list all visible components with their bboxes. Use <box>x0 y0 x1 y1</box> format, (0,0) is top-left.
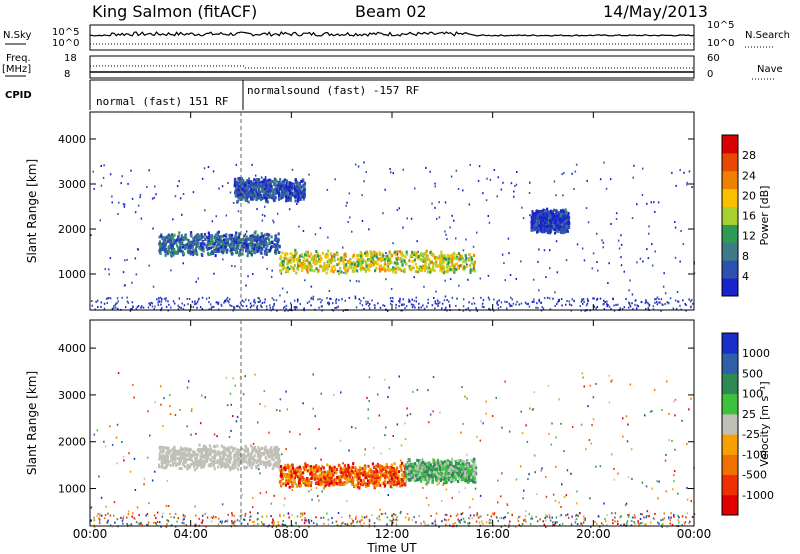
nsky-series <box>89 30 695 37</box>
freq-strip <box>5 55 775 80</box>
y-tick-label: 2000 <box>58 223 86 236</box>
colorbar-swatch <box>722 278 738 297</box>
colorbar-tick-label: 1000 <box>742 347 770 360</box>
freq-left-tick-bottom: 8 <box>64 69 71 80</box>
echo-region <box>278 461 407 490</box>
echo-region <box>158 230 281 258</box>
cpid-strip <box>89 79 694 110</box>
colorbar-tick-label: 8 <box>742 250 749 263</box>
noise-right-tick-top: 10^5 <box>707 20 735 31</box>
noise-left-tick-top: 10^5 <box>52 27 80 38</box>
echo-region <box>530 207 571 235</box>
colorbar-swatch <box>722 454 738 476</box>
x-tick-label: 00:00 <box>677 527 712 541</box>
colorbar-frame <box>721 134 739 297</box>
echo-region <box>278 248 476 276</box>
colorbar-swatch <box>722 373 738 395</box>
echo-region <box>233 176 307 204</box>
velocity-colorbar: -1000 -500 -100 -25 25 100 500 1000 Velocity [m … <box>721 332 774 516</box>
plot-frame <box>89 319 695 527</box>
y-axis-label: Slant Range [km] <box>25 159 39 263</box>
colorbar-tick-label: -100 <box>742 448 767 461</box>
y-tick-label: 4000 <box>58 342 86 355</box>
colorbar-swatch <box>722 242 738 261</box>
y-tick-label: 3000 <box>58 178 86 191</box>
colorbar-tick-label: -25 <box>742 428 760 441</box>
colorbar-tick-label: 16 <box>742 210 756 223</box>
freq-label: Freq. <box>6 53 31 64</box>
x-tick-label: 16:00 <box>475 527 510 541</box>
colorbar-frame <box>721 332 739 516</box>
echo-region <box>158 443 281 472</box>
cpid-segment-2: normalsound (fast) -157 RF <box>247 84 420 97</box>
colorbar-swatch <box>722 413 738 435</box>
colorbar-swatch <box>722 135 738 154</box>
colorbar-tick-label: 20 <box>742 189 756 202</box>
colorbar-tick-label: 100 <box>742 388 763 401</box>
colorbar-label: Power [dB] <box>758 186 771 246</box>
x-tick-label: 04:00 <box>173 527 208 541</box>
power-colorbar: 4 8 12 16 20 24 28 Power [dB] <box>721 134 771 297</box>
power-panel: 1000 2000 3000 4000 Slant Range [km] <box>25 111 696 312</box>
plot-frame <box>89 111 695 311</box>
colorbar-swatch <box>722 434 738 455</box>
x-tick-label: 08:00 <box>274 527 309 541</box>
y-tick-label: 2000 <box>58 436 86 449</box>
station-title: King Salmon (fitACF) <box>92 2 258 21</box>
colorbar-swatch <box>722 474 738 496</box>
x-tick-label: 20:00 <box>576 527 611 541</box>
colorbar-swatch <box>722 393 738 415</box>
x-tick-label: 00:00 <box>73 527 108 541</box>
noise-strip <box>5 24 775 51</box>
freq-left-tick-top: 18 <box>64 53 77 64</box>
colorbar-tick-label: 28 <box>742 149 756 162</box>
freq-right-tick-bottom: 0 <box>707 69 714 80</box>
colorbar-label: Velocity [m s⁻¹] <box>758 381 771 466</box>
freq-unit-label: [MHz] <box>2 64 32 75</box>
colorbar-swatch <box>722 188 738 208</box>
nave-label: Nave <box>757 64 783 75</box>
colorbar-tick-label: -500 <box>742 469 767 482</box>
y-tick-label: 1000 <box>58 483 86 496</box>
freq-right-tick-top: 60 <box>707 53 720 64</box>
noise-left-tick-bottom: 10^0 <box>52 38 80 49</box>
colorbar-swatch <box>722 353 738 374</box>
colorbar-tick-label: 24 <box>742 169 756 182</box>
x-tick-label: 12:00 <box>375 527 410 541</box>
velocity-panel: 1000 2000 3000 4000 Slant Range [km] <box>25 319 696 528</box>
cpid-segment-1: normal (fast) 151 RF <box>96 95 229 108</box>
y-axis-label: Slant Range [km] <box>25 371 39 475</box>
date-title: 14/May/2013 <box>603 2 708 21</box>
beam-title: Beam 02 <box>355 2 427 21</box>
colorbar-tick-label: 500 <box>742 367 763 380</box>
y-tick-label: 3000 <box>58 389 86 402</box>
colorbar-swatch <box>722 494 738 516</box>
cpid-label: CPID <box>5 90 32 101</box>
colorbar-swatch <box>722 260 738 279</box>
y-tick-label: 1000 <box>58 268 86 281</box>
colorbar-swatch <box>722 206 738 225</box>
colorbar-tick-label: 4 <box>742 270 749 283</box>
time-axis-label: Time UT <box>366 541 417 554</box>
time-axis: 00:00 04:00 08:00 12:00 16:00 20:00 00:00 <box>73 527 712 541</box>
y-tick-label: 4000 <box>58 133 86 146</box>
nsky-label: N.Sky <box>3 30 32 41</box>
colorbar-tick-label: -1000 <box>742 489 774 502</box>
colorbar-tick-label: 25 <box>742 408 756 421</box>
echo-region <box>404 457 478 486</box>
colorbar-swatch <box>722 224 738 243</box>
colorbar-tick-label: 12 <box>742 230 756 243</box>
colorbar-swatch <box>722 333 738 354</box>
colorbar-swatch <box>722 152 738 172</box>
nsearch-label: N.Search <box>745 30 791 41</box>
colorbar-swatch <box>722 170 738 190</box>
noise-right-tick-bottom: 10^0 <box>707 38 735 49</box>
